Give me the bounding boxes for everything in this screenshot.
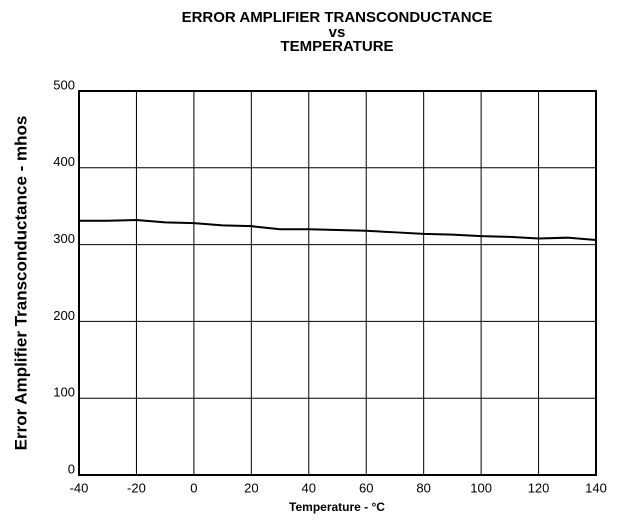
plot-frame <box>78 90 597 476</box>
x-tick-label: 40 <box>302 480 316 495</box>
x-tick-label: 140 <box>585 480 607 495</box>
y-tick-label: 400 <box>53 154 75 169</box>
y-tick-label: 300 <box>53 231 75 246</box>
chart-title: ERROR AMPLIFIER TRANSCONDUCTANCE <box>182 9 493 26</box>
x-tick-label: 20 <box>244 480 258 495</box>
x-tick-label: -20 <box>127 480 146 495</box>
y-tick-label: 100 <box>53 385 75 400</box>
y-axis-label: Error Amplifier Transconductance - mhos <box>11 116 30 451</box>
chart-title: vs <box>329 24 346 41</box>
x-tick-label: 100 <box>470 480 492 495</box>
x-tick-label: 120 <box>528 480 550 495</box>
y-tick-label: 0 <box>68 461 75 476</box>
x-tick-label: 80 <box>416 480 430 495</box>
chart-title: TEMPERATURE <box>280 38 393 55</box>
x-tick-label: -40 <box>70 480 89 495</box>
x-tick-label: 0 <box>190 480 197 495</box>
x-axis-label: Temperature - °C <box>289 500 385 514</box>
y-tick-label: 200 <box>53 308 75 323</box>
y-tick-label: 500 <box>53 77 75 92</box>
data-line <box>79 219 597 241</box>
x-tick-label: 60 <box>359 480 373 495</box>
